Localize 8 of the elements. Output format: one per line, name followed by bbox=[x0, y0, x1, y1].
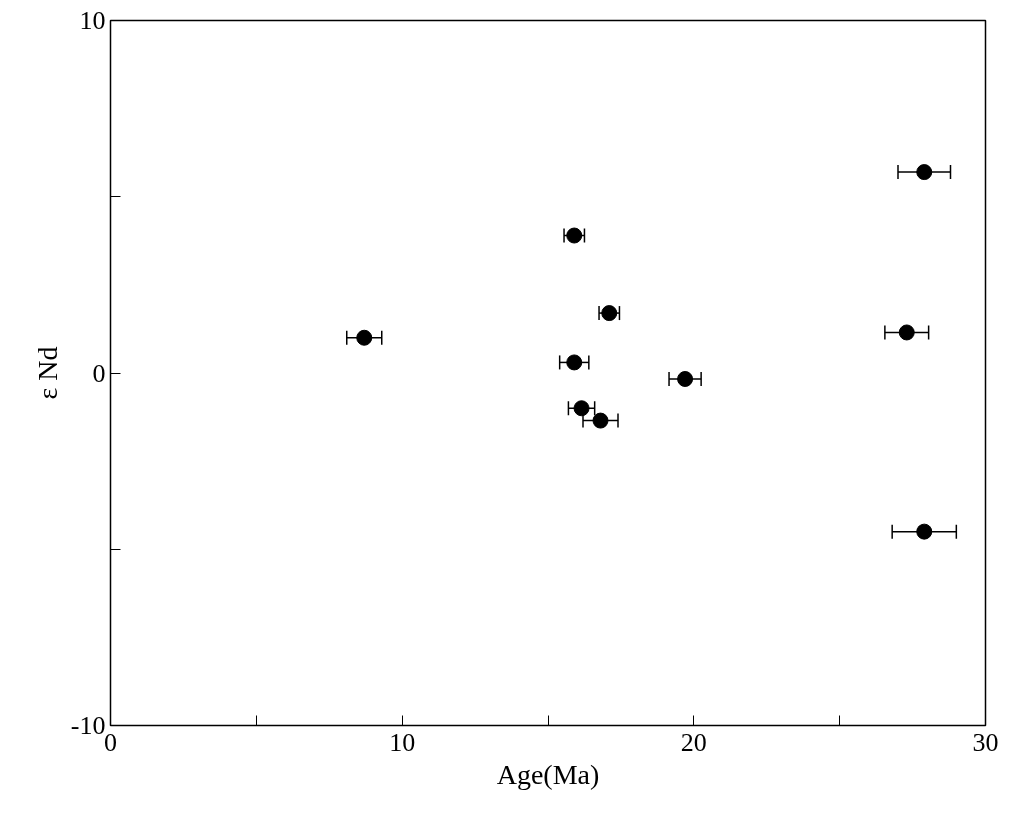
y-axis-title: ε Nd bbox=[31, 346, 63, 400]
y-tick-label: -10 bbox=[70, 711, 106, 740]
x-tick-label: 30 bbox=[972, 727, 999, 757]
y-tick-label: 10 bbox=[79, 6, 106, 35]
x-tick-label: 10 bbox=[389, 727, 416, 757]
x-axis-title: Age(Ma) bbox=[496, 758, 600, 790]
y-tick-label: 0 bbox=[92, 358, 106, 388]
x-tick-label: 20 bbox=[680, 727, 707, 757]
